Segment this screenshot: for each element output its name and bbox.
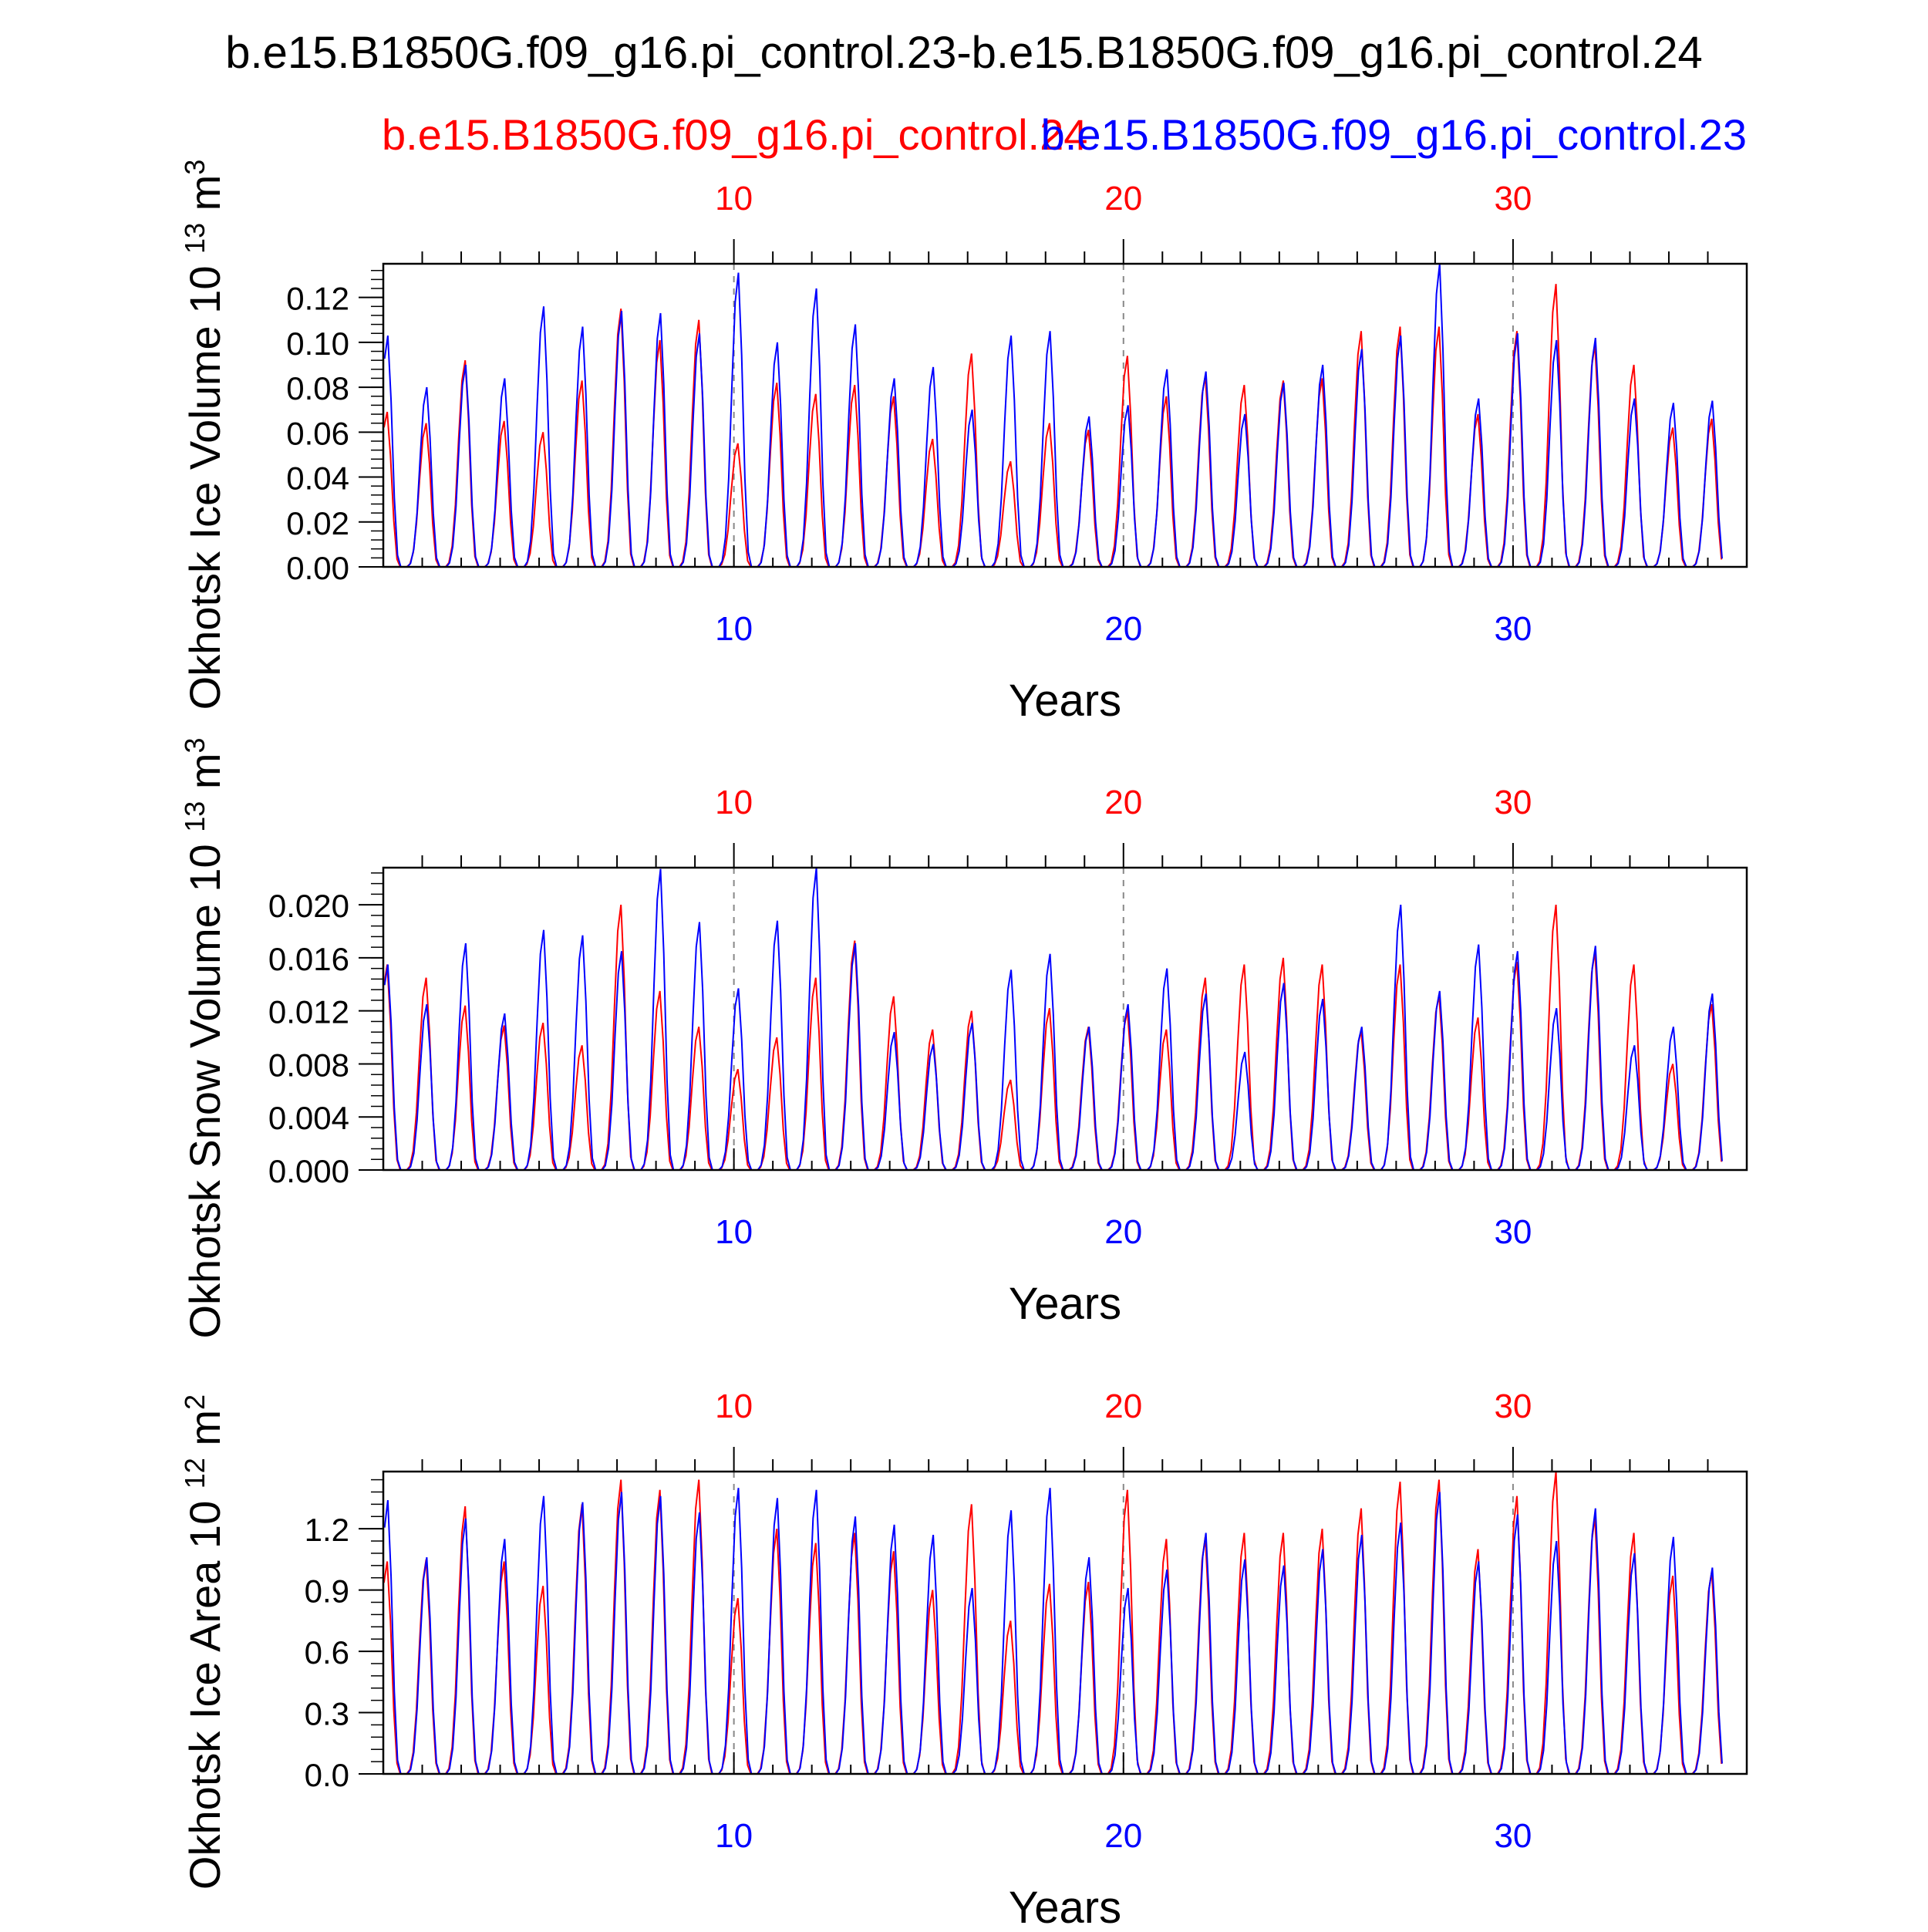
x-tick-label-top: 30 (1494, 784, 1532, 821)
y-axis-label: Okhotsk Ice Area 10 12 m2 (179, 1394, 230, 1890)
x-tick-label-top: 20 (1104, 180, 1142, 217)
plot-frame (382, 262, 1748, 568)
panel-3: 0.0 0.3 0.6 0.9 1.2 10 10 20 20 30 30 Years Okhotsk … (179, 1387, 1748, 1932)
y-axis-label-unit: m (180, 753, 229, 801)
series-line-red (383, 904, 1723, 1171)
series-line-red (383, 1471, 1723, 1775)
x-tick-label-top: 20 (1104, 1387, 1142, 1425)
y-tick-label: 0.10 (286, 325, 349, 362)
legend-red-label: b.e15.B1850G.f09_g16.pi_control.24 (382, 110, 1087, 159)
y-axis-label-unit: m (180, 1410, 229, 1458)
x-tick-label-bottom: 30 (1494, 1817, 1532, 1855)
y-axis-label-text: Okhotsk Ice Area 10 (180, 1489, 229, 1890)
y-tick-label: 1.2 (305, 1512, 349, 1548)
series-line-blue (383, 867, 1723, 1171)
x-tick-label-bottom: 10 (715, 610, 753, 648)
y-tick-label: 0.0 (305, 1757, 349, 1793)
y-tick-label: 0.02 (286, 505, 349, 541)
y-axis-label-unit-exponent: 3 (179, 160, 211, 175)
x-tick-label-top: 10 (715, 180, 753, 217)
y-tick-label: 0.06 (286, 415, 349, 451)
series-line-blue (383, 1488, 1723, 1775)
y-axis-label-unit: m (180, 175, 229, 223)
x-axis-label: Years (1009, 676, 1121, 726)
y-axis-label: Okhotsk Snow Volume 10 13 m3 (179, 737, 230, 1338)
x-tick-label-bottom: 30 (1494, 1213, 1532, 1251)
series-line-blue (383, 263, 1723, 568)
y-axis-label-exponent: 13 (179, 223, 211, 254)
y-tick-label: 0.00 (286, 550, 349, 586)
panel-2: 0.000 0.004 0.008 0.012 0.016 0.020 10 10 20 20 30… (179, 737, 1748, 1339)
x-tick-label-bottom: 10 (715, 1213, 753, 1251)
plot-frame (382, 1470, 1748, 1775)
x-tick-label-top: 10 (715, 1387, 753, 1425)
x-tick-label-bottom: 20 (1104, 1817, 1142, 1855)
x-axis-label: Years (1009, 1279, 1121, 1329)
y-tick-label: 0.3 (305, 1696, 349, 1732)
y-axis-label: Okhotsk Ice Volume 10 13 m3 (179, 160, 230, 710)
x-tick-label-bottom: 30 (1494, 610, 1532, 648)
legend-blue-label: b.e15.B1850G.f09_g16.pi_control.23 (1041, 110, 1747, 159)
y-tick-label: 0.000 (268, 1153, 349, 1189)
figure-title: b.e15.B1850G.f09_g16.pi_control.23-b.e15… (225, 28, 1702, 78)
x-tick-label-top: 30 (1494, 1387, 1532, 1425)
plot-frame (382, 866, 1748, 1172)
y-tick-label: 0.008 (268, 1047, 349, 1083)
y-axis-label-text: Okhotsk Ice Volume 10 (180, 254, 229, 710)
x-tick-label-bottom: 10 (715, 1817, 753, 1855)
x-axis-label: Years (1009, 1883, 1121, 1928)
y-tick-label: 0.004 (268, 1100, 349, 1136)
x-tick-label-bottom: 20 (1104, 1213, 1142, 1251)
x-tick-label-bottom: 20 (1104, 610, 1142, 648)
y-tick-label: 0.012 (268, 994, 349, 1030)
y-tick-label: 0.6 (305, 1634, 349, 1671)
x-tick-label-top: 30 (1494, 180, 1532, 217)
y-axis-label-unit-exponent: 2 (179, 1394, 211, 1410)
x-tick-label-top: 10 (715, 784, 753, 821)
y-axis-label-exponent: 13 (179, 801, 211, 832)
y-tick-label: 0.04 (286, 460, 349, 497)
y-axis-label-text: Okhotsk Snow Volume 10 (180, 832, 229, 1339)
series-line-red (383, 284, 1723, 568)
y-axis-label-unit-exponent: 3 (179, 737, 211, 753)
x-tick-label-top: 20 (1104, 784, 1142, 821)
y-tick-label: 0.08 (286, 370, 349, 406)
y-tick-label: 0.016 (268, 941, 349, 977)
y-tick-label: 0.9 (305, 1573, 349, 1610)
panel-1: 0.00 0.02 0.04 0.06 0.08 0.10 0.12 10 10 20 20 30 30… (179, 160, 1748, 726)
y-tick-label: 0.020 (268, 888, 349, 924)
y-tick-label: 0.12 (286, 281, 349, 317)
y-axis-label-exponent: 12 (179, 1458, 211, 1489)
